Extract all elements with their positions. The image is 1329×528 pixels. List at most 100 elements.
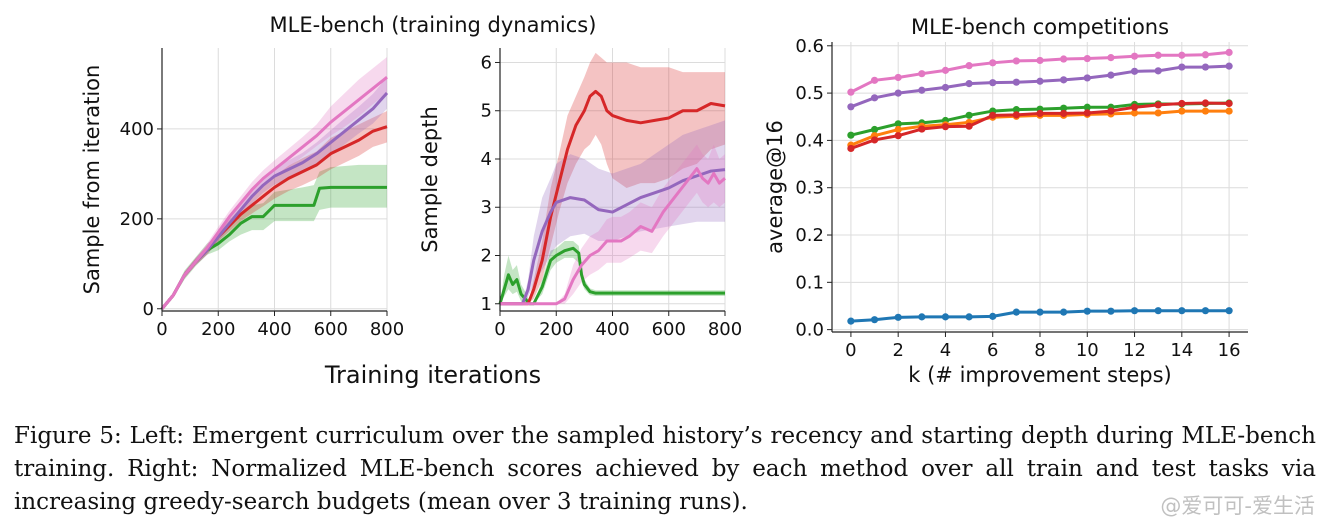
x-tick-label: 400 bbox=[595, 319, 629, 340]
data-point-blue bbox=[1036, 308, 1044, 316]
data-point-purple bbox=[965, 80, 973, 88]
y-tick-label: 0.0 bbox=[795, 320, 824, 341]
x-tick-label: 600 bbox=[314, 319, 348, 340]
data-point-purple bbox=[1012, 78, 1020, 86]
data-point-pink bbox=[870, 76, 879, 84]
data-point-purple bbox=[1130, 67, 1139, 75]
y-tick-label: 0.4 bbox=[795, 130, 824, 151]
data-point-purple bbox=[941, 83, 950, 92]
data-point-purple bbox=[1201, 63, 1210, 71]
x-axis-label: k (# improvement steps) bbox=[908, 363, 1171, 387]
y-tick-label: 200 bbox=[120, 209, 154, 230]
data-point-pink bbox=[965, 62, 973, 70]
data-point-purple bbox=[918, 86, 926, 94]
y-tick-label: 0.2 bbox=[795, 225, 824, 246]
y-axis-label: Sample from iteration bbox=[80, 65, 104, 295]
data-point-pink bbox=[1107, 54, 1115, 62]
series-band-pink bbox=[162, 56, 387, 309]
data-point-pink bbox=[989, 59, 997, 67]
y-tick-label: 0 bbox=[143, 299, 154, 320]
data-point-purple bbox=[1083, 74, 1091, 82]
data-point-pink bbox=[1225, 48, 1233, 57]
data-point-purple bbox=[1107, 71, 1115, 79]
data-point-red bbox=[1036, 109, 1044, 118]
data-point-purple bbox=[1060, 76, 1068, 84]
data-point-blue bbox=[894, 313, 902, 321]
data-point-pink bbox=[847, 88, 855, 96]
series-line-pink bbox=[500, 167, 726, 306]
data-point-pink bbox=[1012, 57, 1020, 65]
shared-x-axis-label: Training iterations bbox=[324, 361, 541, 389]
data-point-blue bbox=[870, 316, 879, 324]
y-tick-label: 3 bbox=[481, 197, 492, 218]
data-point-blue bbox=[965, 313, 973, 321]
series-band-green bbox=[162, 164, 387, 309]
figure-caption: Figure 5: Left: Emergent curriculum over… bbox=[14, 420, 1316, 519]
chart-recency: 0 200 400 600 800 0 200 400 Sample from iteratio… bbox=[80, 48, 404, 340]
x-tick-label: 200 bbox=[201, 319, 235, 340]
x-tick-label: 0 bbox=[156, 319, 167, 340]
left-title: MLE-bench (training dynamics) bbox=[270, 13, 597, 37]
data-point-pink bbox=[1154, 51, 1162, 59]
data-point-blue bbox=[1012, 308, 1020, 316]
data-point-blue bbox=[1201, 307, 1210, 315]
data-point-orange bbox=[1154, 109, 1162, 117]
x-tick-label: 14 bbox=[1170, 340, 1193, 361]
data-point-red bbox=[1225, 99, 1233, 108]
y-tick-label: 0.6 bbox=[795, 36, 824, 57]
data-point-orange bbox=[894, 125, 902, 134]
y-tick-label: 400 bbox=[120, 119, 154, 140]
data-point-orange bbox=[1178, 107, 1186, 115]
x-tick-label: 800 bbox=[708, 319, 742, 340]
series-line-red bbox=[500, 89, 726, 306]
data-point-purple bbox=[1225, 62, 1233, 70]
data-point-pink bbox=[918, 70, 926, 78]
data-point-orange bbox=[1130, 109, 1139, 117]
y-tick-label: 4 bbox=[481, 149, 492, 170]
x-tick-label: 2 bbox=[892, 340, 903, 361]
data-point-purple bbox=[870, 94, 879, 102]
series-line-purple bbox=[500, 168, 726, 306]
y-tick-label: 2 bbox=[481, 246, 492, 267]
data-point-blue bbox=[1178, 307, 1186, 315]
data-point-green bbox=[965, 111, 973, 119]
y-tick-label: 0.1 bbox=[795, 272, 824, 293]
figure: MLE-bench (training dynamics) Training i… bbox=[80, 13, 1248, 389]
x-tick-label: 10 bbox=[1076, 340, 1099, 361]
data-point-blue bbox=[989, 312, 997, 320]
data-point-red bbox=[847, 144, 855, 153]
series-band-purple bbox=[162, 77, 387, 309]
data-point-pink bbox=[1178, 51, 1186, 59]
data-point-green bbox=[1083, 103, 1091, 111]
data-point-blue bbox=[847, 317, 855, 325]
chart-competitions: 0 2 4 6 8 10 12 14 16 0.0 0.1 0.2 0.3 0.4 0.5 0.6 averag… bbox=[763, 15, 1248, 387]
data-point-purple bbox=[1036, 77, 1044, 85]
data-point-red bbox=[965, 122, 973, 130]
series-line-pink bbox=[160, 76, 388, 310]
data-point-red bbox=[1107, 107, 1115, 115]
x-tick-label: 400 bbox=[257, 319, 291, 340]
data-point-red bbox=[1012, 111, 1020, 119]
data-point-red bbox=[1083, 109, 1091, 117]
x-tick-label: 12 bbox=[1123, 340, 1146, 361]
data-point-blue bbox=[1107, 307, 1115, 315]
x-tick-label: 8 bbox=[1034, 340, 1045, 361]
y-tick-label: 0.3 bbox=[795, 178, 824, 199]
data-point-purple bbox=[1178, 63, 1186, 71]
x-tick-label: 0 bbox=[494, 319, 505, 340]
data-point-red bbox=[894, 132, 902, 140]
data-point-red bbox=[989, 111, 997, 119]
data-point-red bbox=[1130, 103, 1139, 111]
x-tick-label: 600 bbox=[652, 319, 686, 340]
data-point-purple bbox=[989, 79, 997, 87]
data-point-blue bbox=[1083, 307, 1091, 315]
x-tick-label: 6 bbox=[987, 340, 998, 361]
y-axis-label: average@16 bbox=[763, 120, 787, 254]
data-point-orange bbox=[1225, 107, 1233, 115]
data-point-red bbox=[870, 136, 879, 144]
data-point-green bbox=[894, 120, 902, 128]
x-tick-label: 800 bbox=[370, 319, 404, 340]
y-tick-label: 6 bbox=[481, 52, 492, 73]
data-point-green bbox=[1060, 104, 1068, 112]
x-tick-label: 0 bbox=[845, 340, 856, 361]
